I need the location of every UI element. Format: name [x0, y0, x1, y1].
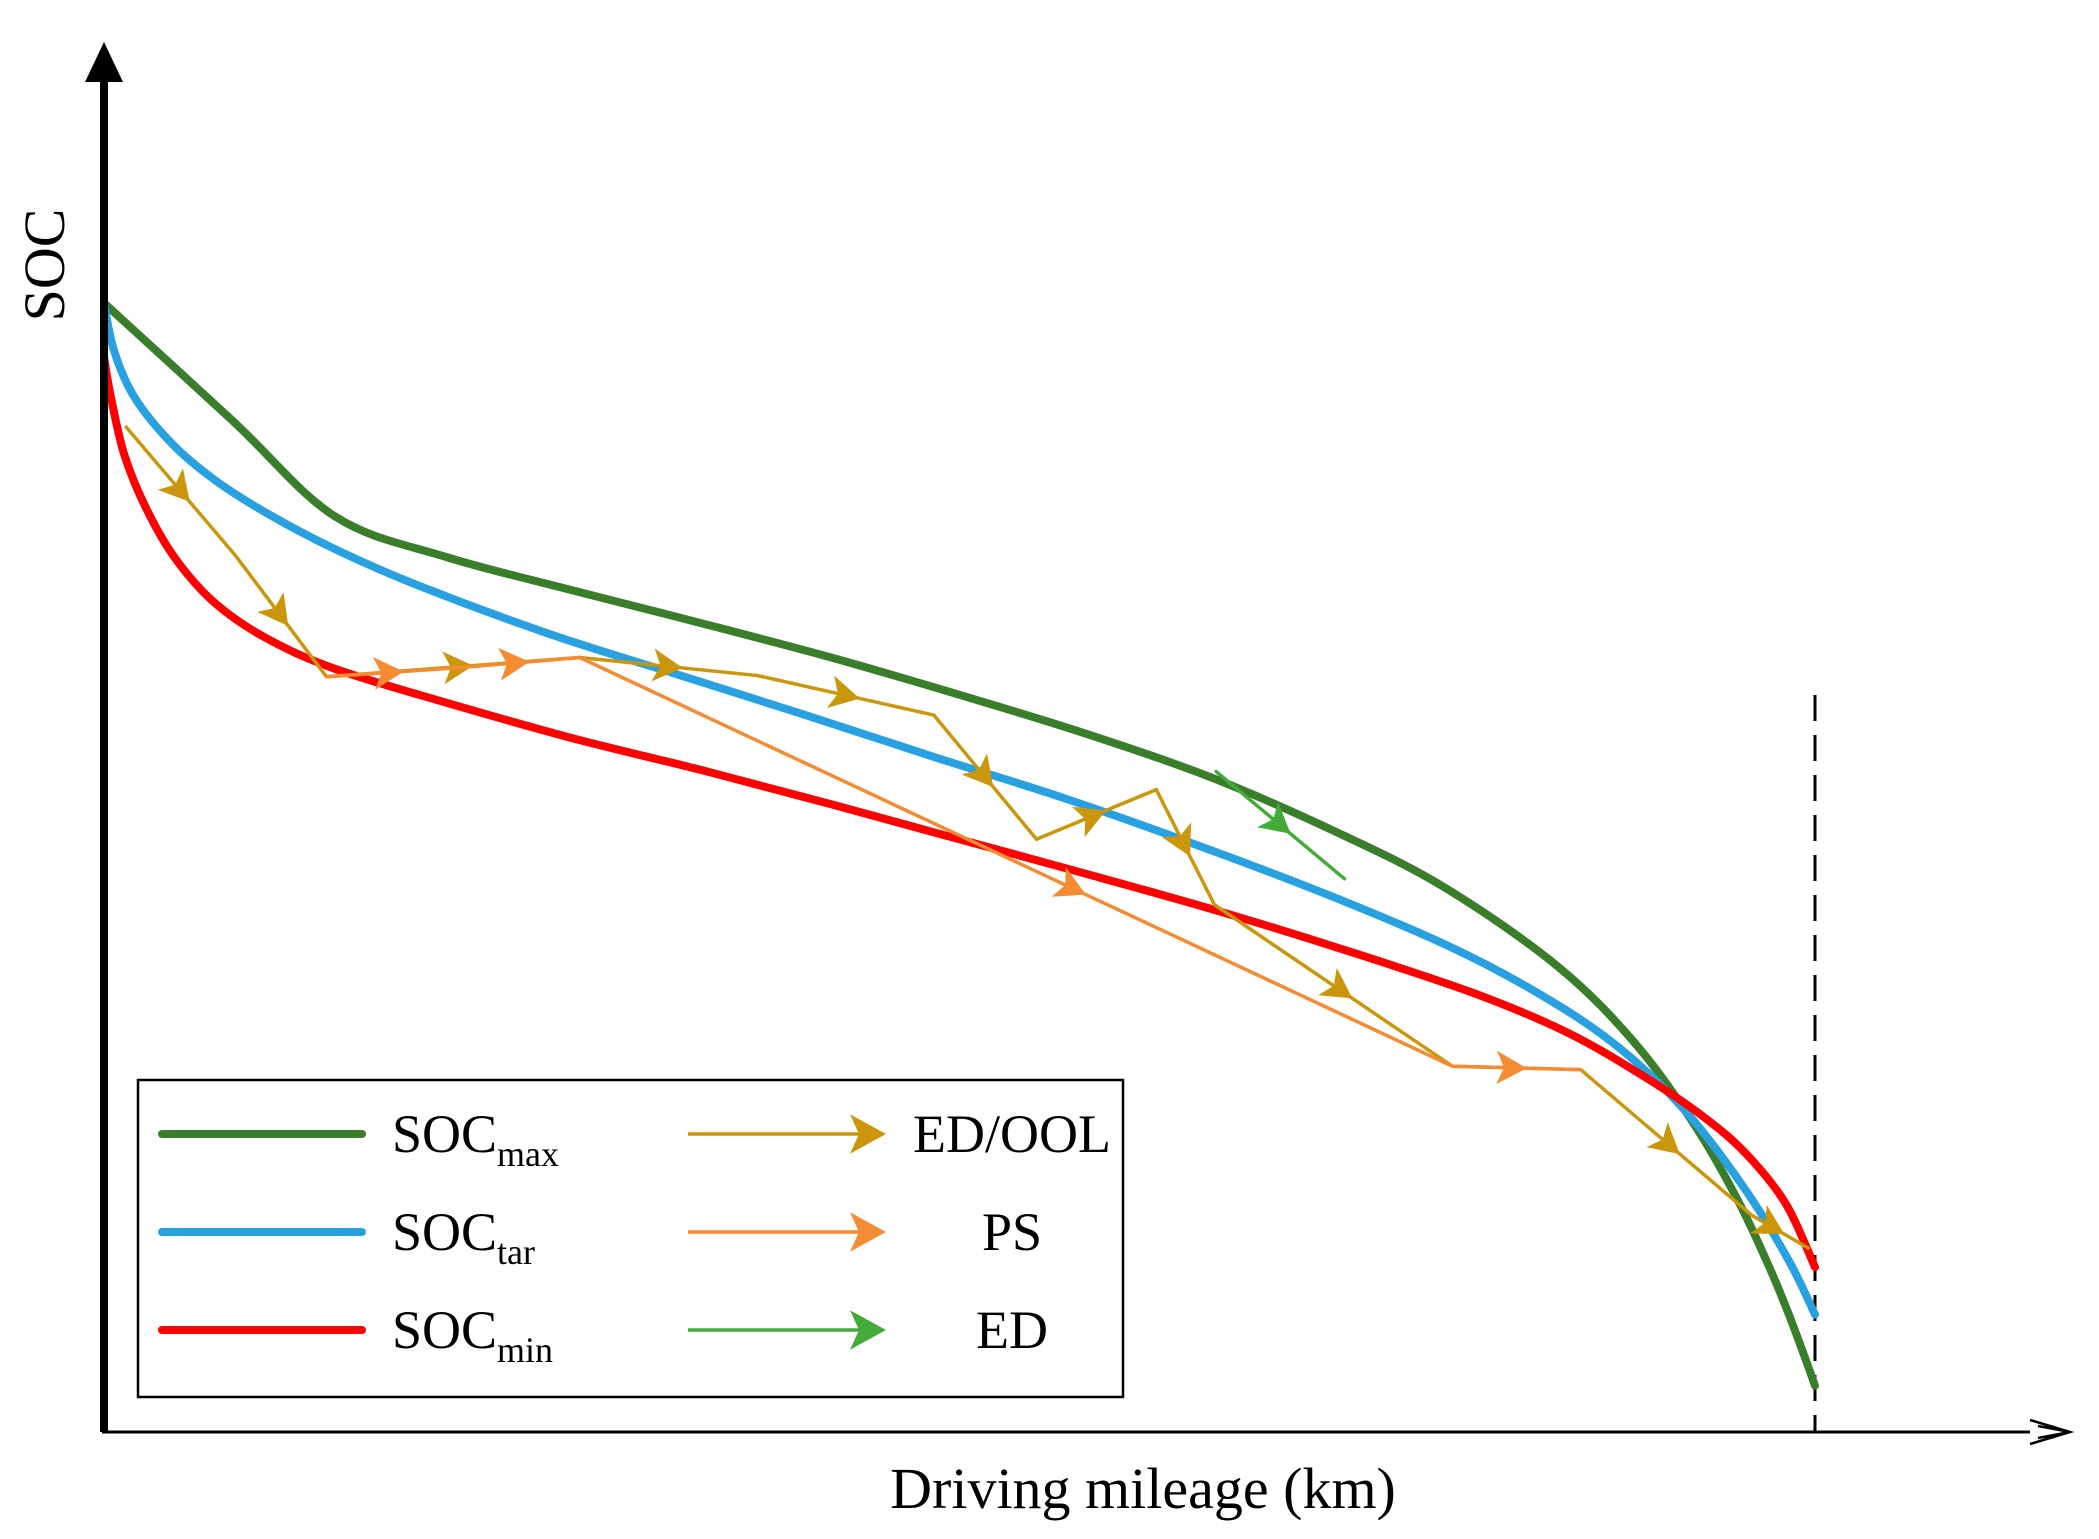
legend-arrowhead-ed: [850, 1310, 886, 1350]
trajectory-arrowhead-ps: [498, 647, 530, 681]
legend-entry-ps: PS: [688, 1202, 1042, 1262]
series-line-soc-min: [100, 353, 1819, 1272]
legend-label-ed-ool: ED/OOL: [913, 1104, 1111, 1164]
trajectory-arrowhead-ed-ool: [1750, 1204, 1785, 1235]
trajectory-segment-ed-ool: [1212, 903, 1455, 1068]
trajectory-arrowhead-ed-ool: [157, 468, 190, 502]
trajectory-arrowhead-ps: [1051, 866, 1086, 897]
legend-entry-soc-min: SOCmin: [158, 1300, 553, 1370]
legend-label-ps: PS: [982, 1202, 1042, 1262]
trajectory-arrowhead-ed-ool: [651, 648, 683, 682]
trajectory-ed: [1214, 769, 1347, 881]
legend: SOCmax SOCtar SOCmin ED/OOL PS ED: [136, 1078, 1125, 1399]
trajectory-arrowhead-ed-ool: [1071, 806, 1106, 838]
series-line-soc-tar: [100, 299, 1819, 1319]
legend-entry-ed-ool: ED/OOL: [688, 1104, 1111, 1164]
legend-entry-soc-max: SOCmax: [158, 1104, 559, 1174]
legend-label-ed: ED: [976, 1300, 1048, 1360]
legend-entry-soc-tar: SOCtar: [158, 1202, 535, 1272]
trajectory-arrowhead-ed-ool: [1646, 1122, 1680, 1155]
trajectory-arrowhead-ed-ool: [961, 753, 994, 788]
trajectory-arrowhead-ps: [1496, 1050, 1527, 1084]
legend-label-soc-tar: SOCtar: [392, 1202, 535, 1272]
legend-items: SOCmax SOCtar SOCmin ED/OOL PS ED: [158, 1104, 1111, 1370]
legend-arrowhead-ps: [850, 1212, 886, 1252]
trajectory-arrowhead-ed-ool: [1161, 822, 1192, 857]
trajectory-layer: [124, 425, 1810, 1250]
legend-label-soc-min: SOCmin: [392, 1300, 553, 1370]
trajectory-ps: [324, 647, 1583, 1084]
trajectory-arrowhead-ed: [1257, 801, 1291, 834]
trajectory-arrowhead-ps: [372, 657, 404, 690]
series-line-soc-max: [100, 299, 1819, 1390]
y-axis-title: SOC: [12, 209, 77, 322]
legend-entry-ed: ED: [688, 1300, 1048, 1360]
legend-label-soc-max: SOCmax: [392, 1104, 559, 1174]
trajectory-segment-ps: [577, 655, 1455, 1068]
series-layer: [100, 299, 1819, 1390]
trajectory-arrowhead-ed-ool: [826, 675, 860, 708]
x-axis-title: Driving mileage (km): [890, 1456, 1396, 1521]
legend-arrowhead-ed-ool: [850, 1114, 886, 1154]
y-axis-arrowhead: [85, 42, 123, 82]
x-axis-arrowhead: [2029, 1418, 2075, 1446]
trajectory-arrowhead-ed-ool: [257, 592, 289, 626]
trajectory-arrowhead-ed-ool: [1318, 967, 1353, 999]
